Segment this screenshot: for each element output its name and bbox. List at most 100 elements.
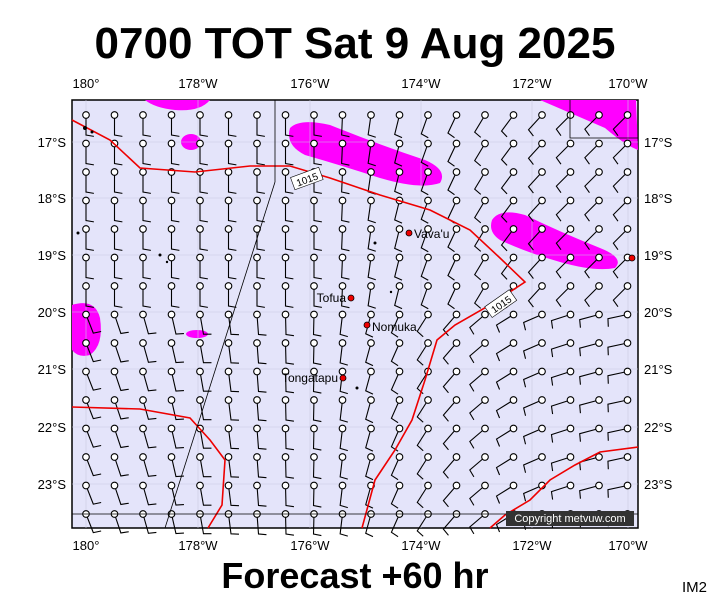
station xyxy=(110,168,119,176)
barb xyxy=(555,143,571,165)
station xyxy=(481,310,489,319)
barb xyxy=(113,200,123,223)
barb xyxy=(473,171,486,195)
station xyxy=(281,481,290,490)
barb xyxy=(495,371,514,390)
station xyxy=(595,168,603,176)
barb xyxy=(85,200,94,223)
station xyxy=(538,367,546,376)
barb xyxy=(473,285,486,309)
barb xyxy=(579,313,600,328)
station xyxy=(253,453,261,461)
barb xyxy=(469,314,486,335)
station xyxy=(395,139,404,148)
lat-label-left: 19°S xyxy=(38,248,67,263)
station xyxy=(338,196,347,205)
barb xyxy=(365,485,374,509)
station xyxy=(139,111,147,119)
barb xyxy=(550,456,571,472)
station xyxy=(509,339,518,347)
barb xyxy=(341,143,350,166)
station xyxy=(566,453,575,461)
barb xyxy=(390,371,401,395)
station xyxy=(167,139,176,148)
barb xyxy=(256,371,267,393)
barb xyxy=(469,428,486,449)
station xyxy=(452,424,461,433)
barb xyxy=(85,115,94,137)
station xyxy=(253,139,261,148)
station xyxy=(595,111,603,119)
barb xyxy=(341,114,350,138)
barb xyxy=(469,342,486,364)
lon-label-bottom: 176°W xyxy=(290,538,330,553)
station xyxy=(139,310,147,319)
station xyxy=(481,367,489,376)
station xyxy=(623,481,632,490)
station xyxy=(595,424,603,433)
station xyxy=(367,396,375,404)
station xyxy=(110,396,119,404)
station xyxy=(481,339,489,347)
barb xyxy=(473,143,486,167)
barb xyxy=(85,428,102,448)
barb xyxy=(527,114,543,137)
station xyxy=(623,453,632,461)
station xyxy=(509,424,518,433)
lon-label-top: 170°W xyxy=(608,76,648,91)
station xyxy=(595,339,603,347)
barb xyxy=(527,285,543,308)
barb xyxy=(199,428,212,449)
station xyxy=(224,396,233,404)
station xyxy=(253,310,261,319)
place-markers xyxy=(339,229,636,382)
station xyxy=(281,196,290,205)
barb xyxy=(199,172,208,194)
station xyxy=(623,282,632,290)
barb xyxy=(313,115,322,137)
barb xyxy=(284,172,294,194)
barb xyxy=(527,200,543,222)
station xyxy=(367,111,375,119)
station xyxy=(595,282,603,290)
barb xyxy=(227,314,240,336)
station xyxy=(224,367,233,376)
barb xyxy=(170,371,184,392)
station xyxy=(338,139,347,148)
barb xyxy=(500,143,514,166)
station xyxy=(452,282,461,290)
barb xyxy=(256,229,265,251)
station xyxy=(338,339,347,347)
footer: Forecast +60 hr xyxy=(221,555,488,596)
lat-label-right: 18°S xyxy=(644,191,673,206)
barb xyxy=(85,229,94,251)
station xyxy=(566,339,575,347)
barb xyxy=(170,172,180,194)
barb xyxy=(550,342,571,358)
barb xyxy=(523,427,543,445)
place-label: Nomuka xyxy=(372,320,417,334)
station xyxy=(338,253,347,262)
station xyxy=(167,282,176,290)
station xyxy=(196,282,204,290)
barb xyxy=(284,513,295,536)
station xyxy=(281,168,290,176)
station xyxy=(595,396,603,404)
station xyxy=(281,225,290,233)
barb xyxy=(447,285,457,310)
station xyxy=(481,396,489,404)
station xyxy=(395,424,404,433)
barb xyxy=(284,399,295,422)
barb xyxy=(85,172,94,194)
barb xyxy=(607,399,628,413)
station xyxy=(310,253,318,262)
barb xyxy=(142,257,151,280)
barb xyxy=(256,342,267,365)
barb xyxy=(85,342,102,363)
barb xyxy=(85,485,102,505)
barb xyxy=(227,371,240,393)
barb xyxy=(495,428,514,447)
station xyxy=(139,282,147,290)
station xyxy=(82,139,90,148)
barb xyxy=(367,143,376,167)
